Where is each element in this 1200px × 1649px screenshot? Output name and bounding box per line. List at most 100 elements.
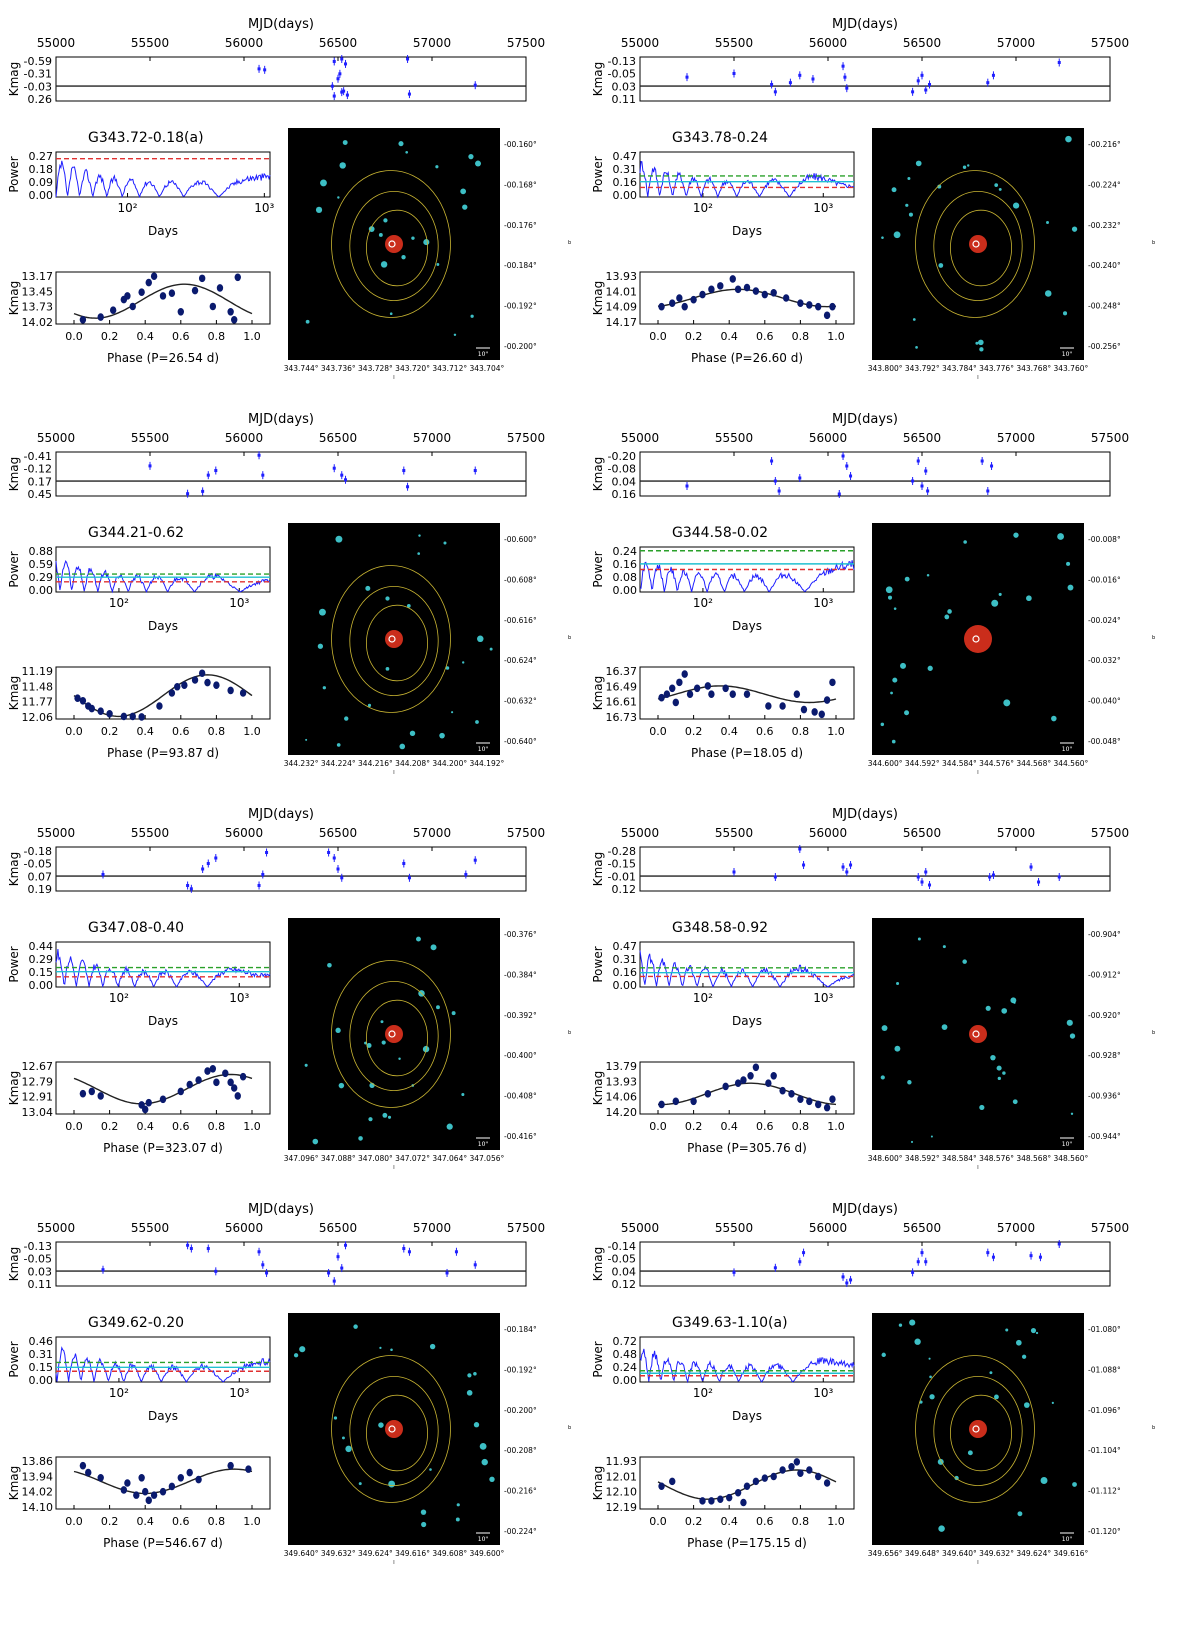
phase-point — [231, 1084, 238, 1092]
mjd-tick-label: 55500 — [715, 826, 753, 840]
phase-point — [142, 1487, 149, 1496]
power-axis-label: Power — [591, 551, 605, 587]
star — [435, 165, 439, 169]
phase-point — [129, 712, 136, 721]
lightcurve-point — [336, 1255, 340, 1259]
star — [1005, 1328, 1009, 1332]
phase-tick-label: 0.6 — [756, 725, 774, 738]
lightcurve-point — [261, 873, 265, 876]
scale-label: 10" — [1062, 1536, 1073, 1543]
scale-label: 10" — [1062, 1141, 1073, 1148]
phase-point — [815, 302, 822, 311]
phase-kmag-tick-label: 12.10 — [606, 1486, 638, 1499]
phase-point — [829, 302, 836, 311]
star — [929, 1394, 935, 1400]
phase-point — [145, 1496, 152, 1505]
days-tick-label: 10³ — [254, 201, 274, 215]
phase-point — [693, 684, 701, 693]
kmag-tick-label: 0.04 — [612, 475, 637, 488]
contour-line — [949, 1394, 1012, 1472]
star — [975, 341, 979, 345]
power-tick-label: 0.16 — [613, 966, 638, 979]
lightcurve-point — [101, 873, 105, 876]
b-tick-label: -00.240° — [1088, 261, 1121, 270]
scale-label: 10" — [478, 351, 489, 358]
lightcurve-point — [845, 870, 849, 874]
star — [938, 1525, 945, 1532]
phase-kmag-tick-label: 11.77 — [22, 696, 54, 709]
phase-point — [79, 1089, 87, 1098]
contour-line — [933, 1375, 1023, 1486]
panel-svg: MJD(days) 55000 55500 56000 56500 57000 57500 -… — [591, 412, 1155, 776]
phase-point — [195, 1475, 202, 1484]
phase-point — [823, 696, 831, 704]
lightcurve-point — [406, 485, 410, 489]
lightcurve-point — [340, 57, 344, 61]
lightcurve-point — [332, 1279, 336, 1283]
star — [401, 254, 406, 260]
star — [479, 1442, 487, 1450]
panel-svg: MJD(days) 55000 55500 56000 56500 57000 57500 -… — [591, 807, 1155, 1171]
phase-point — [124, 292, 131, 300]
star — [994, 183, 999, 187]
star — [385, 666, 390, 671]
kmag-tick-label: -0.20 — [608, 450, 636, 463]
star — [914, 1338, 921, 1345]
kmag-tick-label: 0.16 — [612, 488, 637, 501]
phase-point — [761, 290, 768, 299]
phase-point — [209, 302, 217, 311]
star — [1066, 561, 1071, 566]
kmag-tick-label: -0.05 — [24, 858, 52, 871]
b-tick-label: -00.216° — [504, 1487, 537, 1496]
mjd-tick-label: 56000 — [809, 826, 847, 840]
phase-point — [752, 1063, 760, 1072]
source-title: G349.62-0.20 — [88, 1315, 184, 1331]
phase-kmag-tick-label: 12.06 — [22, 711, 54, 724]
days-tick-label: 10² — [693, 991, 713, 1005]
star — [1017, 1511, 1023, 1517]
phase-point — [797, 299, 804, 308]
lightcurve-point — [186, 884, 190, 887]
kmag-tick-label: 0.19 — [28, 883, 53, 896]
phase-point — [120, 712, 128, 721]
phase-point — [818, 710, 825, 719]
star — [942, 945, 946, 949]
star — [909, 1319, 916, 1326]
lightcurve-point — [189, 887, 193, 891]
star — [1040, 1477, 1048, 1484]
star — [998, 592, 1002, 596]
star — [366, 1042, 372, 1048]
source-marker — [388, 1425, 396, 1433]
kmag-tick-label: -0.13 — [24, 1240, 52, 1253]
lightcurve-point — [986, 81, 990, 85]
phase-axis-label: Phase (P=26.60 d) — [691, 351, 803, 365]
phase-tick-label: 0.6 — [172, 1515, 190, 1528]
b-tick-label: -00.016° — [1088, 575, 1121, 584]
mjd-tick-label: 56500 — [903, 826, 941, 840]
mjd-tick-label: 55500 — [131, 1221, 169, 1235]
star — [893, 231, 901, 239]
star — [358, 1482, 362, 1486]
lightcurve-point — [988, 875, 992, 879]
phase-axis-label: Phase (P=323.07 d) — [103, 1141, 223, 1155]
mjd-tick-label: 57000 — [413, 826, 451, 840]
power-tick-label: 0.00 — [613, 979, 638, 992]
star — [917, 937, 921, 941]
power-tick-label: 0.59 — [29, 558, 54, 571]
lightcurve-point — [770, 83, 774, 86]
lightcurve-point — [332, 466, 336, 470]
star — [941, 1024, 948, 1031]
lightcurve-point — [402, 469, 406, 473]
mjd-tick-label: 57500 — [507, 826, 545, 840]
days-tick-label: 10³ — [229, 1386, 249, 1400]
mjd-tick-label: 57500 — [1091, 36, 1129, 50]
phase-point — [663, 690, 671, 698]
phase-kmag-tick-label: 16.61 — [606, 696, 638, 709]
source-marker — [388, 1030, 396, 1038]
b-tick-label: -00.256° — [1088, 342, 1121, 351]
lightcurve-point — [928, 883, 932, 887]
kmag-tick-label: -0.13 — [608, 55, 636, 68]
phase-point — [829, 1095, 836, 1103]
phase-point — [198, 274, 206, 283]
star — [344, 716, 349, 721]
